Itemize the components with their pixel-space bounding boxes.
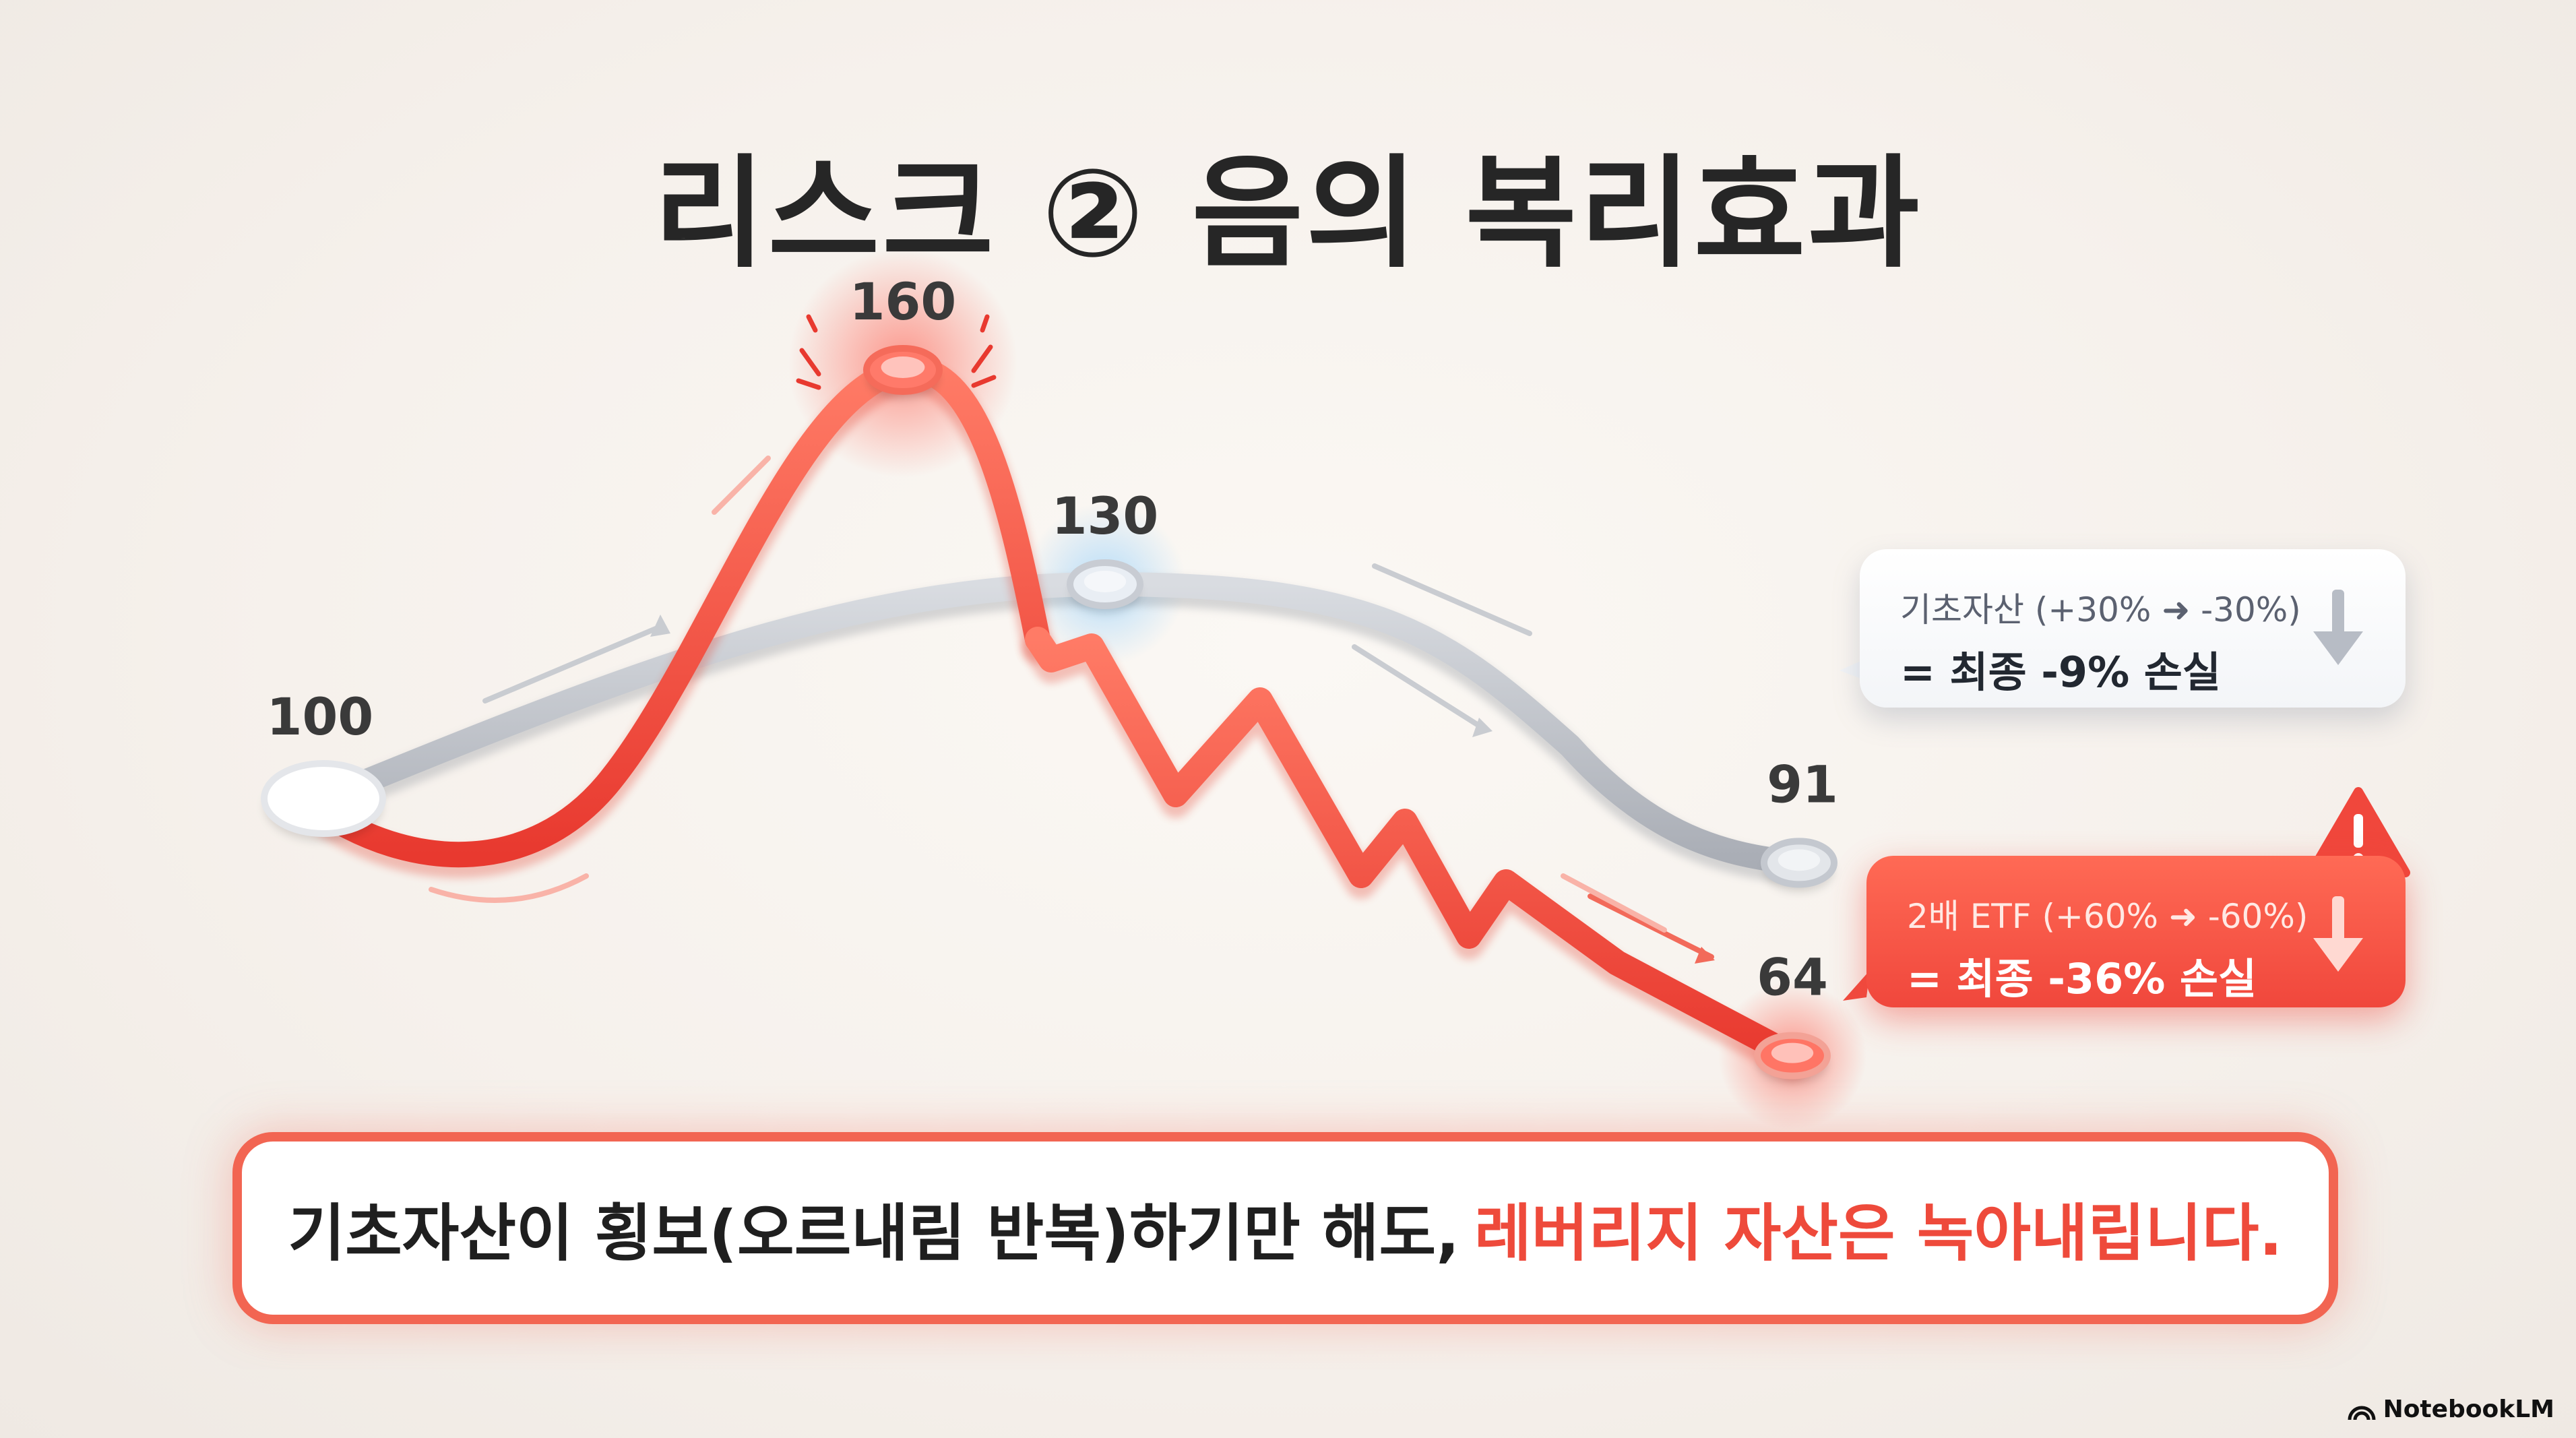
marker-base-91 <box>1761 838 1837 893</box>
notebooklm-logo-icon <box>2348 1406 2376 1420</box>
label-layer: 100 160 130 91 64 <box>267 272 1838 1007</box>
warning-mark-bar <box>2354 814 2363 848</box>
peak-burst-tick-2 <box>971 344 993 373</box>
legend-card-base-asset: 기초자산 (+30% ➜ -30%) = 최종 -9% 손실 <box>1860 549 2406 708</box>
peak-burst-tick-3 <box>971 375 997 388</box>
conclusion-box: 기초자산이 횡보(오르내림 반복)하기만 해도, 레버리지 자산은 녹아내립니다… <box>232 1132 2338 1324</box>
motion-line-down-b <box>1372 563 1532 636</box>
footer-brand-text: NotebookLM <box>2383 1396 2554 1423</box>
marker-layer <box>261 345 1837 1084</box>
motion-lines <box>429 314 1715 964</box>
legend-base-sub: 기초자산 (+30% ➜ -30%) <box>1900 590 2301 629</box>
legend-card-leveraged-etf: 2배 ETF (+60% ➜ -60%) = 최종 -36% 손실 <box>1866 856 2406 1007</box>
arrow-down-icon <box>2313 896 2363 972</box>
label-peak-160: 160 <box>850 272 957 332</box>
conclusion-text: 기초자산이 횡보(오르내림 반복)하기만 해도, <box>288 1197 1460 1270</box>
marker-lev-64 <box>1754 1032 1831 1084</box>
lev-series-rise <box>311 356 1050 868</box>
motion-arrowhead-red <box>1695 947 1715 964</box>
marker-start-100-shine <box>288 778 359 813</box>
marker-lev-64-shine <box>1771 1042 1814 1063</box>
motion-line-down-a <box>1352 644 1485 730</box>
marker-lev-160 <box>863 345 943 400</box>
footer-brand: NotebookLM <box>2347 1396 2554 1423</box>
legend-lev-sub: 2배 ETF (+60% ➜ -60%) <box>1907 897 2308 936</box>
label-mid-130: 130 <box>1052 486 1159 546</box>
marker-lev-160-shine <box>881 356 925 378</box>
conclusion-highlight: 레버리지 자산은 녹아내립니다. <box>1474 1197 2283 1270</box>
motion-arrowhead-down <box>1472 718 1493 737</box>
motion-line-red-b <box>1561 873 1667 933</box>
legend-base-main: = 최종 -9% 손실 <box>1900 648 2221 697</box>
label-end-91: 91 <box>1767 754 1838 814</box>
legend-lev-pointer <box>1843 970 1870 1001</box>
peak-burst-tick-1 <box>796 378 821 390</box>
marker-base-130 <box>1067 559 1143 614</box>
motion-line-red-c <box>712 456 771 515</box>
lev-series-fall <box>1025 627 1805 1069</box>
base-series-line <box>311 571 1811 875</box>
motion-line-red-a <box>1588 894 1714 960</box>
peak-burst-tick-5 <box>980 314 990 333</box>
arrow-down-icon <box>2313 590 2363 665</box>
peak-burst-tick-4 <box>806 314 818 333</box>
legend-lev-main: = 최종 -36% 손실 <box>1907 954 2257 1003</box>
peak-burst-tick-0 <box>799 348 821 377</box>
motion-line-up <box>482 624 663 704</box>
marker-base-130-shine <box>1083 571 1127 592</box>
label-end-64: 64 <box>1757 947 1828 1007</box>
motion-line-red-d <box>429 873 589 903</box>
marker-start-100 <box>261 760 386 842</box>
motion-arrowhead-up <box>650 615 670 637</box>
label-start-100: 100 <box>267 687 374 747</box>
series-layer <box>308 356 1814 1080</box>
marker-base-91-shine <box>1778 849 1821 871</box>
